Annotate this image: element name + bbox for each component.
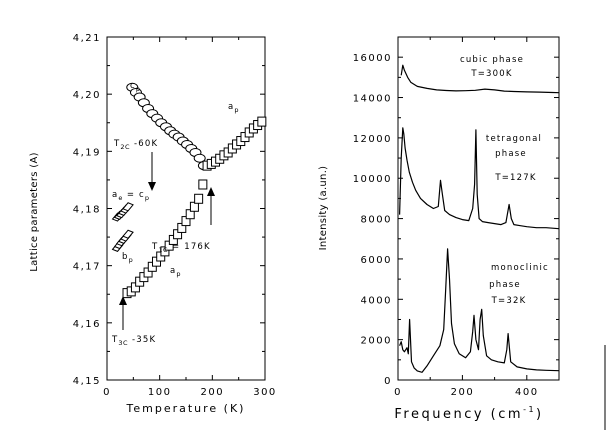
left-y-tick-label: 4,15 xyxy=(73,376,101,387)
left-x-ticks: 0 100 200 300 xyxy=(103,37,277,398)
right-y-axis-label: Intensity (a.un.) xyxy=(318,166,329,251)
right-plot-frame xyxy=(397,36,560,381)
left-y-tick-label: 4,17 xyxy=(73,262,101,273)
arrow-t3c-head xyxy=(119,296,127,305)
annotation-ap-bottom: ap xyxy=(170,266,181,278)
arrow-t2c-head xyxy=(148,182,156,191)
point-cp xyxy=(193,153,206,163)
annotation-tetragonal-1: tetragonal xyxy=(486,134,542,144)
right-y-tick-label: 2000 xyxy=(361,336,392,347)
right-y-tick-label: 14000 xyxy=(353,94,392,105)
right-y-tick-label: 8000 xyxy=(361,215,392,226)
raman-spectra-chart: 0 2000 4000 6000 8000 10000 12000 14000 16000 0 2… xyxy=(318,36,560,422)
right-y-tick-label: 4000 xyxy=(361,295,392,306)
annotation-ap-top: ap xyxy=(228,102,239,114)
annotation-tetragonal-3: T=127K xyxy=(494,173,536,183)
right-y-tick-label: 10000 xyxy=(353,174,392,185)
annotation-cp-top: cp xyxy=(130,81,141,93)
point-bp xyxy=(122,229,134,239)
left-x-axis-label: Temperature (K) xyxy=(126,402,246,415)
left-x-tick-label: 300 xyxy=(253,387,277,398)
left-y-tick-label: 4,19 xyxy=(73,147,101,158)
spectrum-monoclinic xyxy=(399,248,560,373)
right-y-tick-label: 0 xyxy=(384,376,392,387)
left-x-tick-label: 200 xyxy=(201,387,225,398)
lattice-parameters-chart: 4,154,164,174,184,194,204,21 0 100 200 300 … xyxy=(29,33,277,415)
annotation-t3c: T3C -35K xyxy=(111,335,156,347)
right-y-ticks: 0 2000 4000 6000 8000 10000 12000 14000 16000 xyxy=(353,36,559,387)
annotation-monoclinic-2: phase xyxy=(489,280,521,290)
right-y-tick-label: 12000 xyxy=(353,134,392,145)
annotation-t2c: T2C -60K xyxy=(113,139,158,151)
point-ap xyxy=(198,179,208,190)
right-x-axis-label: Frequency (cm-1) xyxy=(394,405,543,422)
left-y-tick-label: 4,20 xyxy=(73,90,101,101)
spectrum-tetragonal xyxy=(399,127,560,230)
annotation-cubic-1: cubic phase xyxy=(460,55,524,65)
left-y-tick-label: 4,18 xyxy=(73,205,101,216)
left-y-tick-label: 4,16 xyxy=(73,319,101,330)
annotation-monoclinic-3: T=32K xyxy=(491,296,527,306)
right-annotations: cubic phase T=300K tetragonal phase T=12… xyxy=(460,55,549,306)
annotation-t1c: T1C = 176K xyxy=(151,242,211,254)
right-x-tick-label: 400 xyxy=(515,387,539,398)
annotation-tetragonal-2: phase xyxy=(495,149,527,159)
left-y-axis-label: Lattice parameters (A) xyxy=(29,152,40,272)
annotation-bp: bp xyxy=(122,252,133,264)
annotation-monoclinic-1: monoclinic xyxy=(491,263,549,273)
right-x-ticks: 0 200 400 xyxy=(394,37,560,398)
annotation-cubic-2: T=300K xyxy=(470,69,512,79)
point-ae xyxy=(122,202,134,212)
left-x-tick-label: 0 xyxy=(103,387,111,398)
left-annotations: cp ap T2C -60K ae = cp bp ap T1C = 176K … xyxy=(111,81,239,347)
annotation-ae-cp: ae = cp xyxy=(112,190,150,202)
spectrum-cubic xyxy=(400,64,560,94)
left-y-ticks: 4,15 4,16 4,17 4,18 4,19 4,20 4,21 xyxy=(73,33,265,387)
right-x-tick-label: 200 xyxy=(451,387,475,398)
point-ap xyxy=(257,116,267,127)
right-x-tick-label: 0 xyxy=(394,387,402,398)
right-spectra xyxy=(399,64,560,373)
left-data-points xyxy=(111,82,267,299)
point-ap xyxy=(194,193,204,204)
arrow-t1c-head xyxy=(207,187,215,196)
left-y-tick-label: 4,21 xyxy=(73,33,101,44)
left-x-tick-label: 100 xyxy=(148,387,172,398)
right-y-tick-label: 16000 xyxy=(353,53,392,64)
right-y-tick-label: 6000 xyxy=(361,255,392,266)
